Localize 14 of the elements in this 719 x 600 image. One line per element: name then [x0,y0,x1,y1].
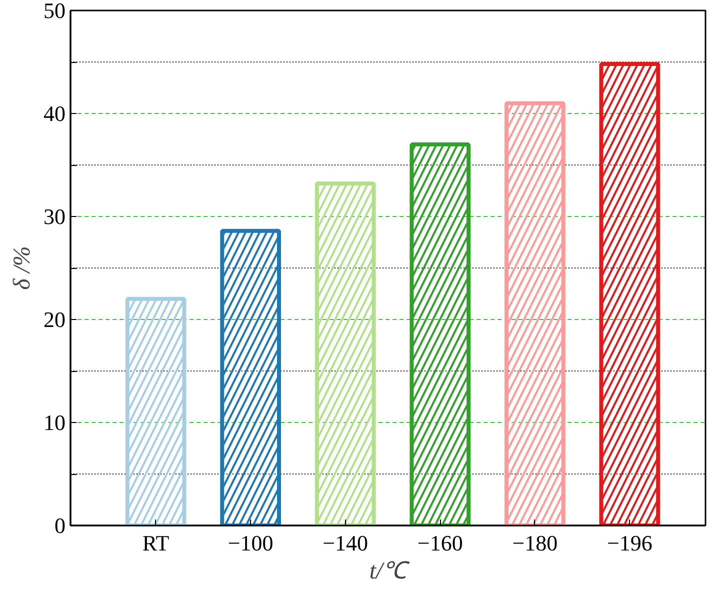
y-axis-title: δ /% [10,246,36,290]
y-tick-label: 20 [44,307,66,332]
y-tick-label: 30 [44,204,66,229]
x-tick-label: RT [142,530,170,556]
x-axis-title: t/℃ [369,558,411,584]
y-tick-label: 40 [44,101,66,126]
y-tick-label: 0 [54,513,66,538]
x-tick-label: −100 [228,530,274,556]
y-tick-label: 50 [44,0,66,23]
x-tick-label: −196 [606,530,652,556]
x-tick-label: −140 [322,530,368,556]
x-tick-label: −180 [512,530,558,556]
x-tick-label: −160 [417,530,463,556]
y-tick-label: 10 [44,410,66,435]
